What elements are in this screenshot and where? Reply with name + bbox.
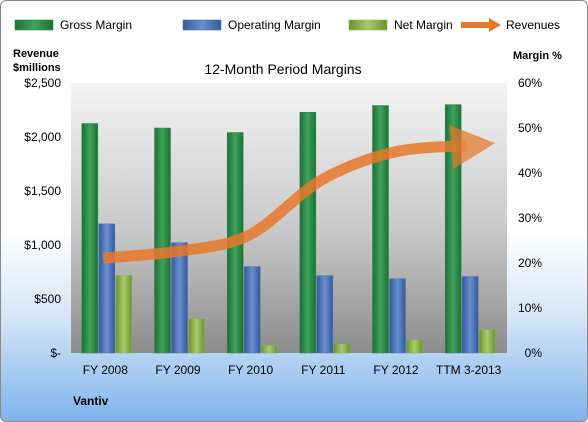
bar-net-margin-3 <box>333 343 351 354</box>
bar-operating-margin-1 <box>171 242 188 354</box>
bar-net-margin-0 <box>115 274 133 354</box>
right-axis-title: Margin % <box>513 50 562 62</box>
category-label: FY 2011 <box>301 363 346 377</box>
legend-label: Revenues <box>506 18 560 32</box>
category-label: FY 2009 <box>155 363 200 377</box>
right-tick-label: 0% <box>525 346 543 360</box>
bar-group <box>81 104 496 354</box>
category-label: TTM 3-2013 <box>436 363 502 377</box>
legend-label: Operating Margin <box>228 18 321 32</box>
left-tick-label: $- <box>50 346 61 360</box>
bar-gross-margin-4 <box>372 105 389 354</box>
bar-operating-margin-4 <box>389 278 406 354</box>
company-name: Vantiv <box>73 394 109 408</box>
right-axis-ticks: 0% 10% 20% 30% 40% 50% 60% <box>518 76 542 360</box>
left-axis-title-line2: $millions <box>13 62 61 74</box>
chart-legend: Gross Margin Operating Margin Net Margin Re… <box>14 18 560 32</box>
plot-area <box>71 83 507 353</box>
category-label: FY 2012 <box>373 363 418 377</box>
right-tick-label: 50% <box>518 121 542 135</box>
category-label: FY 2010 <box>228 363 273 377</box>
category-label: FY 2008 <box>83 363 128 377</box>
left-axis-title-line1: Revenue <box>13 48 59 60</box>
left-tick-label: $2,000 <box>24 130 61 144</box>
left-tick-label: $1,000 <box>24 238 61 252</box>
legend-arrow-icon <box>489 18 501 32</box>
revenue-line <box>102 125 496 264</box>
bar-net-margin-4 <box>406 339 423 354</box>
category-labels: FY 2008 FY 2009 FY 2010 FY 2011 FY 2012 TTM 3… <box>83 363 502 377</box>
legend-swatch <box>14 19 54 31</box>
bar-gross-margin-0 <box>81 123 99 354</box>
bar-operating-margin-5 <box>461 276 479 354</box>
right-tick-label: 40% <box>518 166 542 180</box>
left-tick-label: $500 <box>34 292 61 306</box>
left-tick-label: $2,500 <box>24 76 61 90</box>
revenue-line-group <box>102 125 496 264</box>
bar-gross-margin-1 <box>154 127 171 354</box>
bar-gross-margin-3 <box>299 112 317 354</box>
legend-label: Gross Margin <box>60 18 132 32</box>
chart-title: 12-Month Period Margins <box>204 61 361 77</box>
bar-net-margin-2 <box>260 345 278 354</box>
bar-operating-margin-0 <box>98 223 116 354</box>
right-tick-label: 30% <box>518 211 542 225</box>
right-tick-label: 20% <box>518 256 542 270</box>
legend-swatch <box>348 19 388 31</box>
legend-swatch <box>182 19 222 31</box>
left-tick-label: $1,500 <box>24 184 61 198</box>
bar-net-margin-5 <box>478 329 496 354</box>
right-tick-label: 10% <box>518 301 542 315</box>
bar-net-margin-1 <box>188 318 205 354</box>
bar-operating-margin-2 <box>243 266 261 354</box>
right-tick-label: 60% <box>518 76 542 90</box>
legend-label: Net Margin <box>394 18 453 32</box>
bar-operating-margin-3 <box>316 275 334 354</box>
left-axis-ticks: $- $500 $1,000 $1,500 $2,000 $2,500 <box>24 76 61 360</box>
